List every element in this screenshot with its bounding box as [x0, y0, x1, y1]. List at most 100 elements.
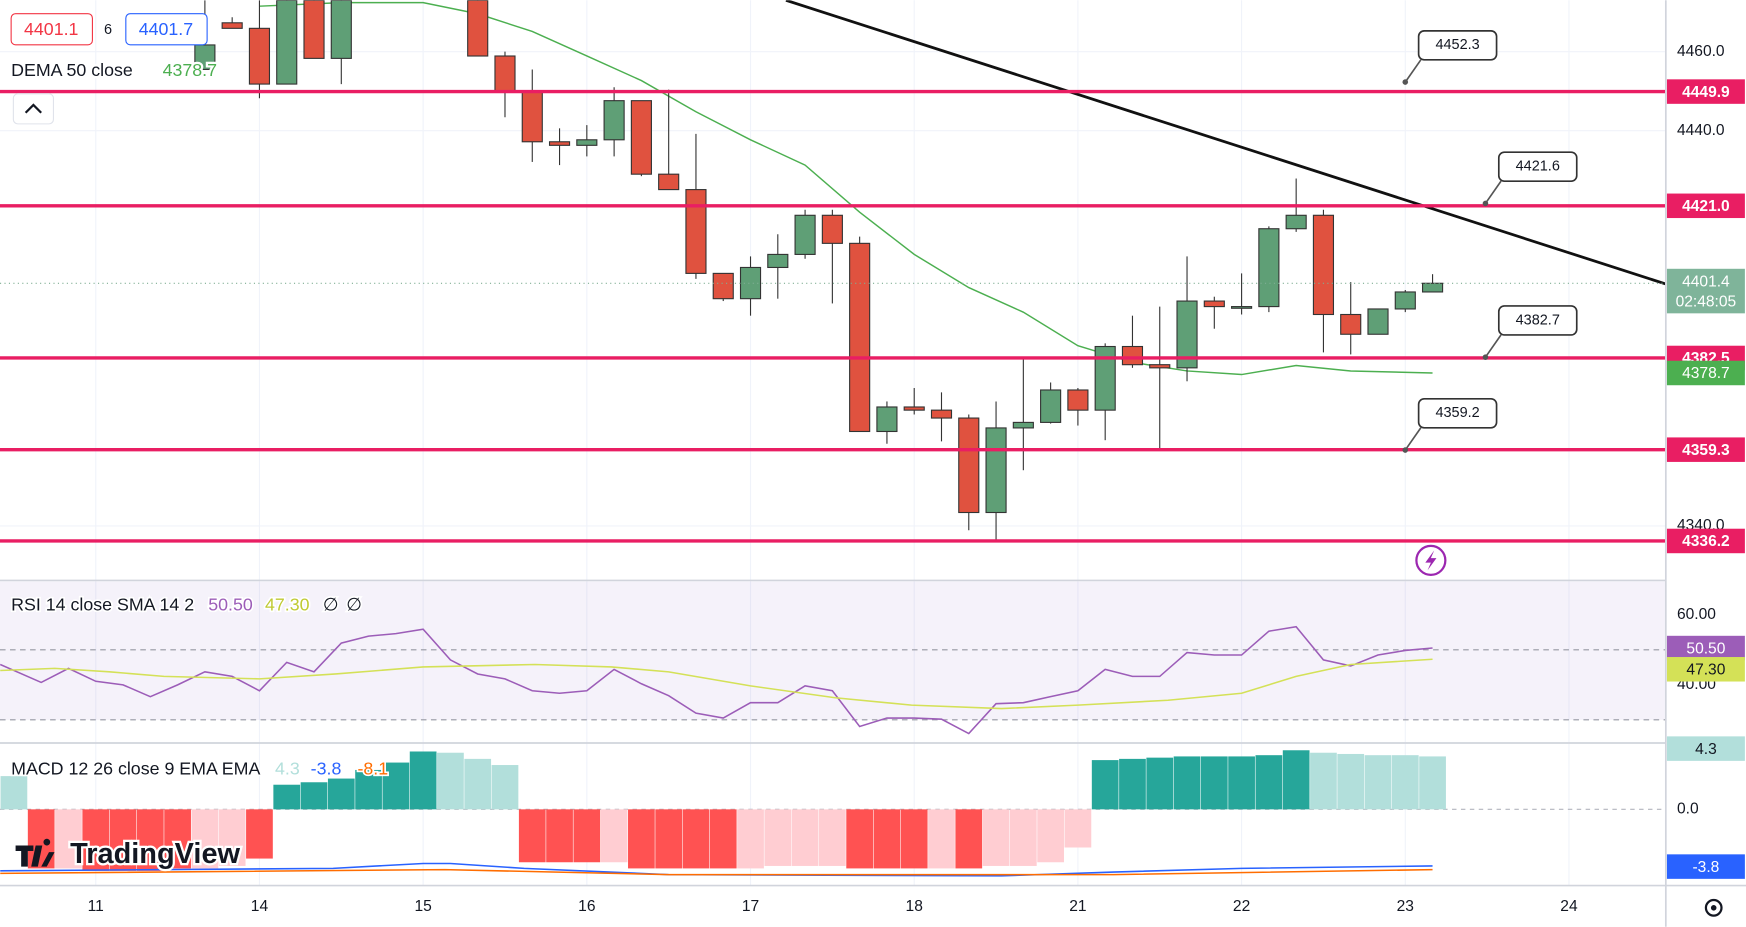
- candle-body: [467, 0, 489, 57]
- x-tick-label: 17: [742, 898, 759, 915]
- buy-price: 4401.7: [139, 19, 193, 39]
- macd-line: [0, 862, 1433, 877]
- candle-body: [1040, 389, 1062, 423]
- histogram-bar: [1064, 809, 1092, 848]
- histogram-bar: [900, 809, 928, 869]
- candle-body: [930, 409, 953, 419]
- logo-text: TradingView: [70, 838, 240, 870]
- candle-body: [1258, 228, 1280, 308]
- histogram-bar: [1146, 757, 1174, 810]
- macd-pane: [0, 750, 1666, 877]
- candle-body: [630, 100, 652, 175]
- candle-body: [1012, 421, 1034, 429]
- collapse-button[interactable]: [12, 93, 55, 125]
- candle-body: [1121, 345, 1144, 366]
- histogram-bar: [1009, 809, 1037, 866]
- histogram-bar: [873, 809, 901, 869]
- candle-body: [603, 100, 625, 141]
- candle-body: [1149, 364, 1171, 369]
- y-tick-label: 4460.0: [1677, 43, 1725, 60]
- candle-body: [903, 406, 925, 411]
- x-tick-label: 22: [1233, 898, 1250, 915]
- candle-body: [1312, 214, 1335, 316]
- callout-box: [1417, 30, 1498, 61]
- last-price-label: 4401.4: [1682, 273, 1730, 290]
- macd-legend-macd: -3.8: [311, 758, 342, 778]
- candle-body: [576, 139, 598, 146]
- y-tick-label: 4440.0: [1677, 122, 1725, 139]
- rsi-pane: [0, 581, 1666, 735]
- callout-label: 4359.2: [1435, 405, 1479, 421]
- x-tick-label: 15: [414, 898, 432, 915]
- callout-point: [1402, 79, 1409, 85]
- candle-body: [794, 214, 816, 255]
- histogram-bar: [1119, 758, 1146, 810]
- legend-label: DEMA 50 close: [11, 60, 133, 80]
- histogram-bar: [82, 809, 110, 871]
- callout-connector: [1404, 427, 1422, 451]
- histogram-bar: [764, 809, 792, 866]
- histogram-bar: [1364, 755, 1392, 810]
- rsi-line: [0, 658, 1433, 710]
- histogram-bar: [109, 809, 137, 871]
- macd-line: [0, 868, 1433, 876]
- candle-body: [548, 141, 571, 146]
- histogram-bar: [164, 809, 191, 869]
- candle-body: [330, 0, 352, 59]
- histogram-bar: [737, 809, 764, 869]
- countdown-label: 02:48:05: [1676, 293, 1737, 310]
- candle-body: [767, 253, 789, 269]
- rsi-tag-label: 50.50: [1686, 640, 1725, 657]
- histogram-bar: [1255, 755, 1283, 810]
- histogram-bar: [0, 776, 28, 810]
- rsi-tag: [1666, 635, 1745, 661]
- candle-body: [685, 189, 707, 274]
- y-tick-label: 60.00: [1677, 606, 1716, 623]
- candle-body: [821, 214, 843, 244]
- rsi-sma-tag: [1666, 657, 1745, 682]
- candle-body: [1394, 291, 1416, 310]
- alert-icon[interactable]: [1415, 544, 1447, 576]
- buy-box: [125, 13, 208, 46]
- histogram-bar: [273, 784, 301, 810]
- rsi-legend-title: RSI 14 close SMA 14 2: [11, 595, 194, 615]
- x-tick-label: 16: [578, 898, 595, 915]
- histogram-bar: [191, 809, 219, 869]
- histogram-bar: [846, 809, 874, 869]
- callout-label: 4452.3: [1435, 37, 1479, 53]
- candle-body: [739, 266, 762, 300]
- histogram-bar: [628, 809, 655, 869]
- callout-connector: [1404, 59, 1422, 83]
- histogram-bar: [464, 758, 492, 810]
- candle-body: [303, 0, 325, 59]
- candle-body: [876, 406, 898, 433]
- y-tick-label: 0.0: [1677, 800, 1699, 817]
- candle-body: [1367, 308, 1389, 335]
- histogram-bar: [491, 765, 519, 810]
- candle-body: [985, 427, 1007, 514]
- x-tick-label: 14: [251, 898, 269, 915]
- level-tag-label: 4449.9: [1682, 84, 1730, 101]
- x-tick-label: 18: [906, 898, 923, 915]
- histogram-bar: [709, 809, 737, 869]
- settings-icon[interactable]: [1704, 898, 1723, 917]
- macd-legend-title: MACD 12 26 close 9 EMA EMA: [11, 758, 260, 778]
- rsi-legend-value: 50.50: [208, 595, 253, 615]
- histogram-bar: [573, 809, 601, 863]
- level-tag: [1666, 79, 1745, 104]
- candle-body: [1231, 306, 1253, 309]
- callout-connector: [1484, 334, 1502, 358]
- histogram-bar: [1200, 756, 1228, 810]
- candle-body: [221, 22, 243, 29]
- rsi-legend-extra: ∅: [346, 595, 362, 615]
- callout-point: [1402, 447, 1409, 453]
- histogram-bar: [355, 769, 382, 810]
- histogram-bar: [546, 809, 573, 863]
- candle-body: [1176, 300, 1198, 369]
- x-tick-label: 23: [1397, 898, 1414, 915]
- histogram-bar: [1282, 750, 1310, 810]
- macd-legend-hist: 4.3: [275, 758, 300, 778]
- price-pane: [0, 0, 1666, 543]
